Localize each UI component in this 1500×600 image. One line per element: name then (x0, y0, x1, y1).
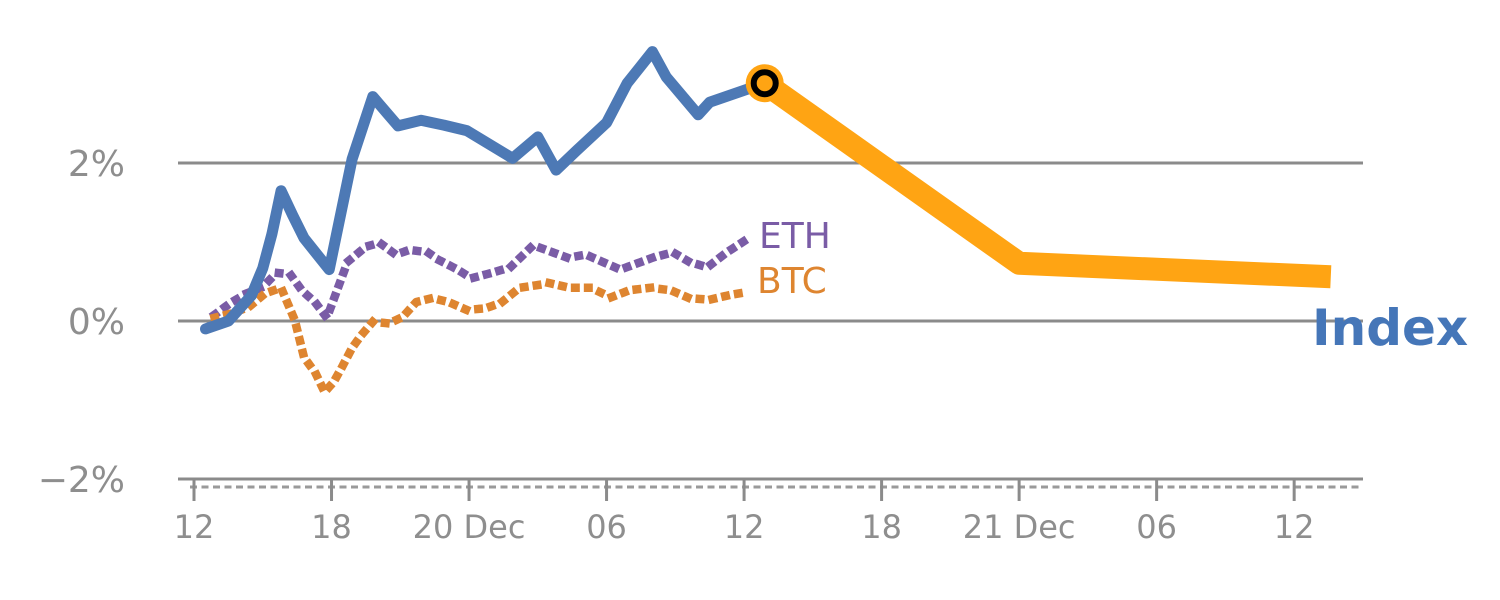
btc-line (209, 278, 754, 397)
forecast-marker-ring[interactable] (750, 69, 779, 98)
y-axis-tick-label: −2% (38, 460, 125, 501)
index-forecast-line (758, 73, 1332, 289)
x-axis-tick-label: 12 (1274, 508, 1315, 546)
x-axis-tick-label: 12 (724, 508, 765, 546)
x-axis-tick-label: 06 (1136, 508, 1177, 546)
x-axis-tick-label: 21 Dec (963, 508, 1076, 546)
eth-line (208, 233, 753, 323)
btc-series-label: BTC (757, 261, 827, 302)
index-line (200, 46, 771, 335)
eth-series-label: ETH (759, 216, 831, 257)
y-axis-tick-label: 0% (68, 302, 125, 343)
x-axis-tick-label: 18 (861, 508, 902, 546)
x-axis-tick-label: 20 Dec (413, 508, 526, 546)
x-axis-tick-label: 18 (311, 508, 352, 546)
x-axis-tick-label: 06 (586, 508, 627, 546)
y-axis-tick-label: 2% (68, 144, 125, 185)
index-series-label: Index (1312, 299, 1469, 357)
x-axis-tick-label: 12 (174, 508, 215, 546)
